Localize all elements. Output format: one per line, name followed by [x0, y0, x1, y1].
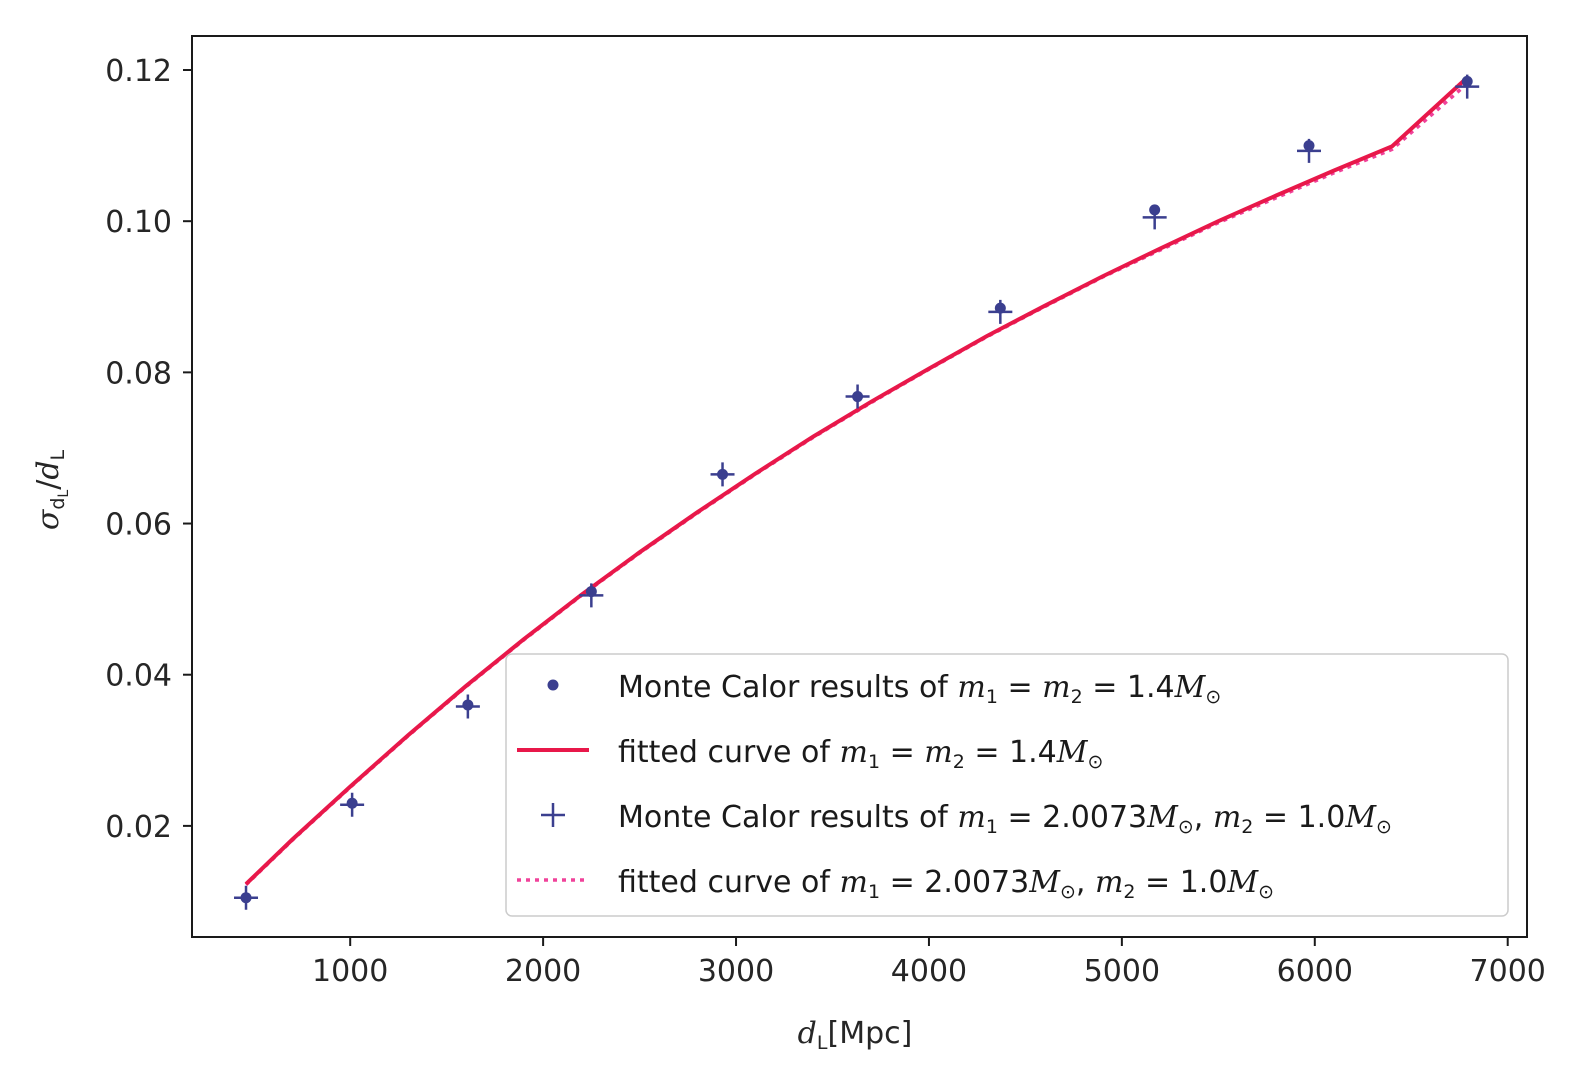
y-axis-label-sub2: L — [47, 449, 69, 460]
y-tick-label: 0.08 — [105, 356, 172, 391]
x-axis: 1000 2000 3000 4000 5000 6000 7000 — [312, 937, 1546, 989]
monte-carlo-plus — [988, 299, 1013, 324]
legend-label-symbol: M — [1146, 800, 1179, 835]
y-tick-label: 0.02 — [105, 810, 172, 845]
monte-carlo-plus — [1297, 138, 1321, 163]
legend-label-rest: , — [1194, 800, 1213, 835]
monte-carlo-plus — [1142, 205, 1167, 230]
legend-label-rest: = — [998, 670, 1042, 705]
plot-frame — [191, 35, 1528, 938]
legend-label-sub: ⊙ — [1060, 881, 1076, 903]
legend-label-sub: ⊙ — [1258, 881, 1274, 903]
monte-carlo-plus — [1455, 74, 1480, 99]
legend-label-sub: ⊙ — [1087, 751, 1103, 773]
legend-label-rest: = 1.4 — [965, 735, 1057, 770]
legend-box — [505, 653, 1509, 917]
legend-label-symbol: M — [1344, 800, 1377, 835]
y-axis-label-symbol2: d — [31, 460, 66, 479]
legend-label-symbol: m — [957, 800, 985, 835]
legend-label-rest: = 2.0073 — [880, 865, 1029, 900]
legend-marker-dot — [547, 679, 559, 691]
legend-label-symbol: M — [1028, 865, 1061, 900]
legend-label-sub: ⊙ — [1205, 686, 1221, 708]
legend-label-text: fitted curve of — [618, 865, 840, 900]
series-layer — [234, 74, 1480, 910]
legend-label-sub: 1 — [868, 751, 880, 773]
legend-marker-plus — [541, 803, 565, 827]
legend-label-symbol: m — [1213, 800, 1241, 835]
legend-label-symbol: m — [1042, 670, 1070, 705]
x-tick-label: 3000 — [698, 954, 774, 989]
legend-label-sub: 1 — [986, 816, 998, 838]
legend-label-text: Monte Calor results of — [618, 670, 957, 705]
legend-label-sub: 2 — [1241, 816, 1253, 838]
x-axis-label-suffix: [Mpc] — [827, 1016, 912, 1051]
legend-label-symbol: M — [1056, 735, 1089, 770]
y-axis-label-subsub: L — [56, 490, 72, 498]
x-tick-label: 6000 — [1277, 954, 1353, 989]
x-axis-label: dL[Mpc] — [798, 1016, 913, 1054]
legend-label-symbol: M — [1226, 865, 1259, 900]
x-axis-label-symbol: d — [798, 1016, 817, 1051]
legend-label-text: Monte Calor results of — [618, 800, 957, 835]
monte-carlo-plus — [455, 694, 480, 719]
legend-label-sub: ⊙ — [1178, 816, 1194, 838]
x-tick-label: 1000 — [312, 954, 388, 989]
legend-label-symbol: m — [1095, 865, 1123, 900]
monte-carlo-plus — [710, 462, 735, 487]
legend-label-sub: ⊙ — [1376, 816, 1392, 838]
legend-label-sub: 2 — [953, 751, 965, 773]
x-tick-label: 4000 — [891, 954, 967, 989]
fitted-curve-solid — [244, 76, 1469, 886]
legend-label-rest: , — [1076, 865, 1095, 900]
legend-label-rest: = 1.0 — [1136, 865, 1228, 900]
legend-label-sub: 1 — [986, 686, 998, 708]
monte-carlo-plus — [579, 583, 604, 608]
legend-label-rest: = 2.0073 — [998, 800, 1147, 835]
monte-carlo-plus — [234, 885, 259, 910]
legend-label-rest: = 1.4 — [1083, 670, 1175, 705]
legend-label: fitted curve of m1 = 2.0073M⊙, m2 = 1.0M… — [618, 865, 1274, 903]
legend-label-rest: = 1.0 — [1253, 800, 1345, 835]
legend-label-text: fitted curve of — [618, 735, 840, 770]
legend-label-symbol: m — [924, 735, 952, 770]
y-tick-label: 0.04 — [105, 659, 172, 694]
legend-label-symbol: m — [840, 735, 868, 770]
legend: Monte Calor results of m1 = m2 = 1.4M⊙fi… — [505, 653, 1509, 917]
legend-label-sub: 1 — [868, 881, 880, 903]
y-axis-label-sub: d — [47, 498, 69, 510]
monte-carlo-plus — [340, 792, 365, 817]
legend-label-symbol: M — [1174, 670, 1207, 705]
legend-label: Monte Calor results of m1 = m2 = 1.4M⊙ — [618, 670, 1221, 708]
y-tick-label: 0.10 — [105, 205, 172, 240]
legend-label: Monte Calor results of m1 = 2.0073M⊙, m2… — [618, 800, 1392, 838]
y-axis-label-symbol: σ — [31, 508, 66, 530]
y-tick-label: 0.06 — [105, 508, 172, 543]
x-tick-label: 5000 — [1084, 954, 1160, 989]
y-tick-label: 0.12 — [105, 54, 172, 89]
legend-label: fitted curve of m1 = m2 = 1.4M⊙ — [618, 735, 1103, 773]
legend-label-symbol: m — [957, 670, 985, 705]
y-axis-label: σdL/dL — [31, 449, 72, 530]
legend-label-symbol: m — [840, 865, 868, 900]
legend-label-rest: = — [880, 735, 924, 770]
x-tick-label: 7000 — [1470, 954, 1546, 989]
y-axis-label-slash: / — [31, 479, 66, 490]
y-axis: 0.02 0.04 0.06 0.08 0.10 0.12 — [105, 54, 192, 845]
x-axis-label-sub: L — [817, 1032, 828, 1054]
x-tick-label: 2000 — [505, 954, 581, 989]
legend-label-sub: 2 — [1123, 881, 1135, 903]
legend-label-sub: 2 — [1071, 686, 1083, 708]
monte-carlo-plus — [845, 384, 870, 409]
